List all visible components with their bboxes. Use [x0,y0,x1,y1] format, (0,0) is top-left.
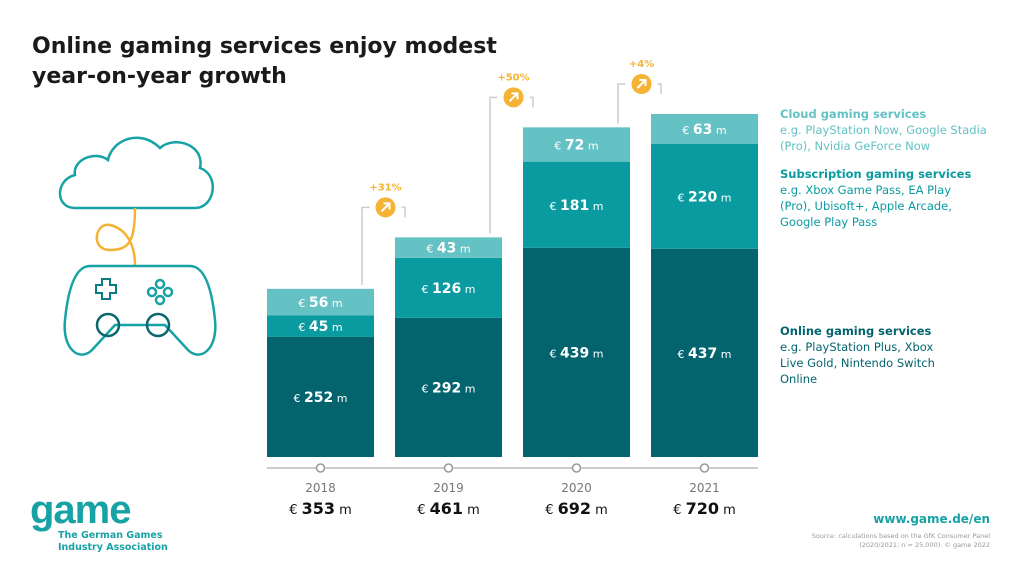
arrow-up-right-icon [636,79,647,89]
total-label-2020: € 692 m [545,499,608,518]
x-axis-tick-marker [443,463,454,473]
cloud-icon [58,136,214,210]
arrow-up-right-icon [508,92,519,103]
growth-label: +4% [629,59,654,70]
data-label-2021-0: € 437 m [678,346,732,362]
bar-segment-2020-2 [523,127,630,162]
data-label-2021-2: € 63 m [682,122,726,138]
chart-title: Online gaming services enjoy modest year… [32,34,497,89]
legend-subscription: Subscription gaming services e.g. Xbox Ga… [780,167,972,229]
logo-subtitle-1: The German Games [58,530,163,541]
growth-bracket [361,206,406,285]
data-label-2020-2: € 72 m [554,137,598,153]
total-label-2021: € 720 m [673,499,736,518]
growth-bracket [617,83,662,124]
bar-segment-2020-0 [523,247,630,457]
x-axis-tick-marker [571,463,582,473]
data-label-2018-0: € 252 m [294,390,348,406]
bar-segment-2019-1 [395,257,502,318]
data-label-2019-1: € 126 m [422,281,476,297]
total-label-2018: € 353 m [289,499,352,518]
legend-online: Online gaming services e.g. PlayStation P… [780,324,935,386]
game-logo[interactable]: game The German Games Industry Associati… [30,490,168,554]
x-axis-tick-marker [315,463,326,473]
cable-icon [95,207,137,266]
data-label-2021-1: € 220 m [678,189,732,205]
growth-label: +50% [497,72,529,83]
growth-label: +31% [369,182,401,193]
total-label-2019: € 461 m [417,499,480,518]
year-label-2019: 2019 [433,481,464,495]
data-label-2018-2: € 56 m [298,295,342,311]
year-label-2021: 2021 [689,481,720,495]
data-label-2020-0: € 439 m [550,345,604,361]
year-label-2020: 2020 [561,481,592,495]
logo-subtitle-2: Industry Association [58,542,168,553]
data-label-2018-1: € 45 m [298,319,342,335]
legend-cloud: Cloud gaming services e.g. PlayStation No… [780,107,987,153]
bar-segment-2018-0 [267,336,374,457]
logo-wordmark: game [30,488,131,532]
data-label-2020-1: € 181 m [550,198,604,214]
data-label-2019-2: € 43 m [426,241,470,257]
bar-segment-2021-2 [651,114,758,145]
source-note: Source: calculations based on the GfK Co… [811,532,990,549]
arrow-up-right-icon [380,202,391,213]
cloud-controller-illustration [58,136,217,356]
bar-segment-2021-0 [651,248,758,457]
year-label-2018: 2018 [305,481,336,495]
growth-bracket [489,96,534,234]
bar-segment-2019-0 [395,317,502,457]
bar-segment-2018-1 [267,315,374,337]
bar-segment-2019-2 [395,237,502,258]
bar-segment-2021-1 [651,144,758,249]
gamepad-icon [63,264,217,356]
bar-segment-2018-2 [267,288,374,316]
website-link[interactable]: www.game.de/en [873,512,990,526]
x-axis-tick-marker [699,463,710,473]
bar-segment-2020-1 [523,161,630,248]
data-label-2019-0: € 292 m [422,380,476,396]
